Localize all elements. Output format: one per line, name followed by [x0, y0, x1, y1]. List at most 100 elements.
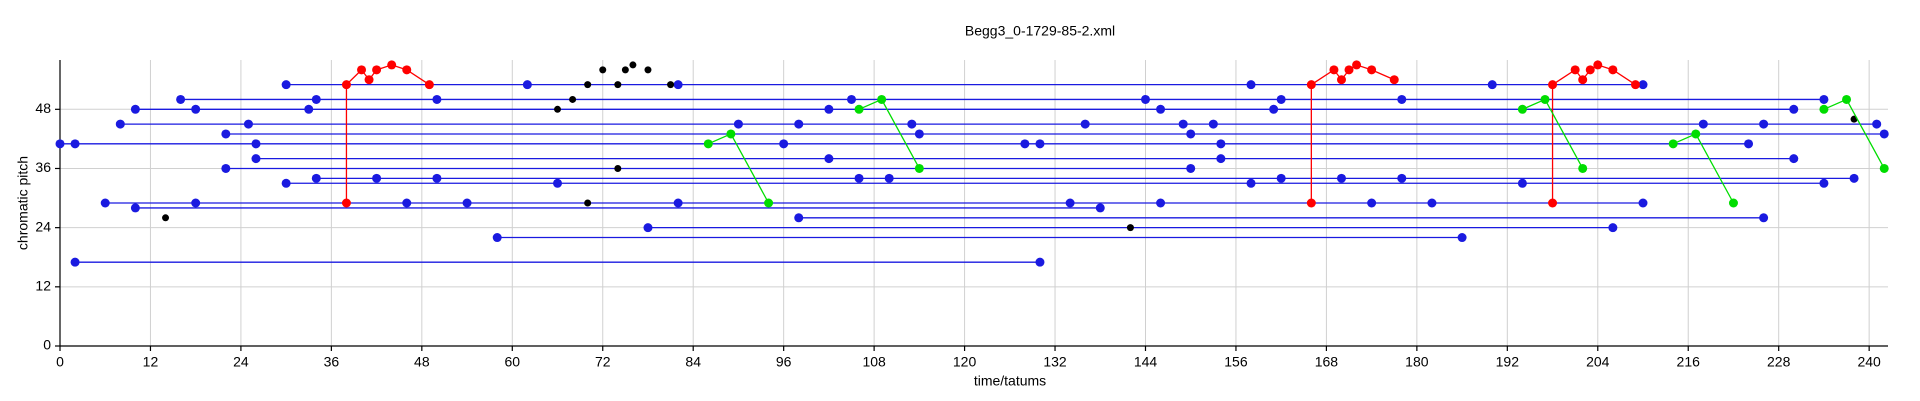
point [243, 119, 253, 129]
point [1126, 224, 1134, 232]
point [667, 81, 675, 89]
point [432, 94, 442, 104]
point [191, 104, 201, 114]
x-tick-label: 60 [504, 354, 520, 370]
point [621, 66, 629, 74]
chart-title: Begg3_0-1729-85-2.xml [965, 23, 1115, 39]
point [1216, 154, 1226, 164]
point [311, 94, 321, 104]
point [1276, 173, 1286, 183]
point [130, 203, 140, 213]
point [733, 119, 743, 129]
point [854, 104, 864, 114]
x-axis-label: time/tatums [974, 373, 1046, 389]
point [1246, 178, 1256, 188]
x-tick-label: 168 [1315, 354, 1339, 370]
point [553, 178, 563, 188]
point [100, 198, 110, 208]
x-tick-label: 12 [143, 354, 159, 370]
point [726, 129, 736, 139]
point [854, 173, 864, 183]
point [1457, 233, 1467, 243]
point [251, 139, 261, 149]
point [1744, 139, 1754, 149]
point [191, 198, 201, 208]
point [1020, 139, 1030, 149]
point [1389, 75, 1399, 85]
point [1367, 198, 1377, 208]
point [221, 129, 231, 139]
point [914, 129, 924, 139]
point [614, 81, 622, 89]
x-tick-label: 132 [1043, 354, 1067, 370]
point [402, 198, 412, 208]
point [221, 163, 231, 173]
point [1397, 94, 1407, 104]
x-tick-label: 240 [1857, 354, 1881, 370]
point [554, 105, 562, 113]
point [341, 80, 351, 90]
point [1344, 65, 1354, 75]
point [644, 66, 652, 74]
point [311, 173, 321, 183]
point [1819, 94, 1829, 104]
point [614, 164, 622, 172]
point [387, 60, 397, 70]
x-tick-label: 72 [595, 354, 611, 370]
point [251, 154, 261, 164]
x-tick-label: 84 [685, 354, 701, 370]
point [432, 173, 442, 183]
point [1186, 163, 1196, 173]
point [372, 65, 382, 75]
point [1306, 198, 1316, 208]
point [1517, 178, 1527, 188]
point [1367, 65, 1377, 75]
point [1608, 65, 1618, 75]
point [176, 94, 186, 104]
point [569, 95, 577, 103]
point [281, 80, 291, 90]
y-tick-label: 48 [35, 100, 51, 116]
point [402, 65, 412, 75]
point [703, 139, 713, 149]
point [643, 223, 653, 233]
point [794, 119, 804, 129]
point [1879, 163, 1889, 173]
point [357, 65, 367, 75]
x-tick-label: 156 [1224, 354, 1248, 370]
point [1638, 80, 1648, 90]
point [70, 257, 80, 267]
y-tick-label: 36 [35, 159, 51, 175]
x-tick-label: 180 [1405, 354, 1429, 370]
point [1065, 198, 1075, 208]
point [1585, 65, 1595, 75]
point [1035, 257, 1045, 267]
point [115, 119, 125, 129]
point [584, 81, 592, 89]
point [162, 214, 170, 222]
point [764, 198, 774, 208]
point [1872, 119, 1882, 129]
point [1156, 104, 1166, 114]
y-tick-label: 24 [35, 218, 51, 234]
point [779, 139, 789, 149]
point [130, 104, 140, 114]
x-tick-label: 120 [953, 354, 977, 370]
point [1095, 203, 1105, 213]
point [1819, 178, 1829, 188]
point [304, 104, 314, 114]
point [1691, 129, 1701, 139]
y-axis-label: chromatic pitch [15, 156, 31, 250]
point [884, 173, 894, 183]
point [1540, 94, 1550, 104]
point [424, 80, 434, 90]
point [629, 61, 637, 69]
point [281, 178, 291, 188]
x-tick-label: 96 [776, 354, 792, 370]
point [1608, 223, 1618, 233]
x-tick-label: 48 [414, 354, 430, 370]
x-tick-label: 192 [1496, 354, 1520, 370]
point [1427, 198, 1437, 208]
